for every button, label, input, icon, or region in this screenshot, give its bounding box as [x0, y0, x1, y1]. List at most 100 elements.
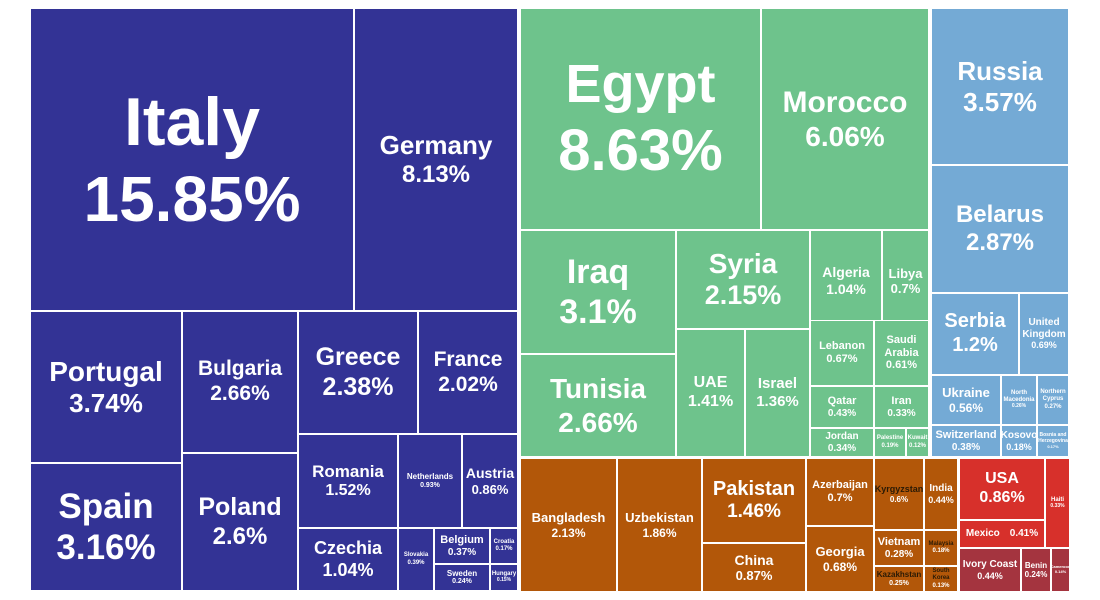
tile-label: Tunisia — [550, 373, 646, 405]
tile-value: 0.26% — [1011, 403, 1027, 410]
tile-serbia: Serbia 1.2% — [931, 293, 1019, 375]
tile-value: 0.28% — [884, 548, 914, 560]
tile-label: Kazakhstan — [876, 570, 922, 580]
tile-label: North Macedonia — [1003, 389, 1035, 404]
tile-value: 0.87% — [735, 568, 773, 584]
tile-label: Bosnia and Herzegovina — [1038, 431, 1068, 444]
tile-romania: Romania 1.52% — [298, 434, 398, 528]
tile-value: 1.46% — [727, 501, 781, 523]
tile-benin: Benin 0.24% — [1021, 548, 1051, 592]
tile-label: Belgium — [440, 533, 484, 546]
tile-value: 0.6% — [889, 494, 909, 504]
tile-value: 0.25% — [889, 579, 909, 587]
tile-label: Malaysia — [928, 540, 954, 547]
tile-value: 0.14% — [1054, 569, 1067, 574]
tile-value: 1.2% — [952, 334, 998, 356]
tile-hungary: Hungary 0.15% — [490, 564, 518, 591]
tile-label: Poland — [198, 493, 282, 522]
tile-value: 6.06% — [805, 121, 885, 153]
tile-label: Portugal — [49, 356, 163, 388]
tile-label: Belarus — [955, 200, 1045, 228]
tile-azerbaijan: Azerbaijan 0.7% — [806, 458, 874, 526]
tile-label: Iran — [891, 394, 912, 407]
tile-china: China 0.87% — [702, 543, 806, 592]
tile-value: 0.56% — [948, 400, 984, 415]
tile-label: France — [433, 347, 503, 371]
tile-iran: Iran 0.33% — [874, 386, 929, 428]
tile-greece: Greece 2.38% — [298, 311, 418, 434]
tile-value: 0.67% — [826, 353, 858, 365]
tile-kazakhstan: Kazakhstan 0.25% — [874, 566, 924, 592]
tile-north-macedonia: North Macedonia 0.26% — [1001, 375, 1037, 425]
tile-label: Slovakia — [403, 552, 429, 559]
tile-value: 0.38% — [951, 441, 981, 453]
tile-value: 0.86% — [979, 489, 1025, 506]
tile-label: Ukraine — [942, 385, 990, 401]
tile-label: Palestine — [876, 435, 904, 442]
tile-label: China — [734, 551, 774, 568]
tile-egypt: Egypt 8.63% — [520, 8, 761, 230]
tile-northern-cyprus: Northern Cyprus 0.27% — [1037, 375, 1069, 425]
tile-value: 0.27% — [1044, 403, 1062, 410]
tile-label: Croatia — [493, 538, 515, 545]
tile-value: 0.61% — [885, 359, 918, 372]
tile-value: 0.18% — [932, 548, 950, 554]
tile-value: 2.15% — [704, 280, 782, 311]
tile-bosnia-and-herzegovina: Bosnia and Herzegovina 0.17% — [1037, 425, 1069, 457]
tile-italy: Italy 15.85% — [30, 8, 354, 311]
tile-label: Egypt — [565, 53, 716, 114]
tile-value: 1.52% — [325, 481, 371, 499]
tile-value: 1.04% — [322, 559, 374, 580]
tile-south-korea: South Korea 0.13% — [924, 566, 958, 592]
tile-india: India 0.44% — [924, 458, 958, 530]
tile-france: France 2.02% — [418, 311, 518, 434]
tile-label: Germany — [379, 130, 493, 160]
tile-value: 0.15% — [496, 577, 512, 584]
tile-value: 3.16% — [56, 528, 156, 567]
tile-label: Serbia — [944, 310, 1006, 333]
tile-label: Jordan — [825, 430, 859, 442]
tile-value: 1.86% — [642, 525, 677, 540]
tile-ivory-coast: Ivory Coast 0.44% — [959, 548, 1021, 592]
tile-label: Mexico — [965, 528, 1000, 540]
tile-value: 8.13% — [401, 160, 471, 188]
tile-malaysia: Malaysia 0.18% — [924, 530, 958, 566]
tile-value: 1.04% — [826, 281, 866, 297]
tile-pakistan: Pakistan 1.46% — [702, 458, 806, 543]
tile-label: Lebanon — [819, 340, 865, 353]
tile-value: 0.41% — [1009, 528, 1039, 540]
tile-value: 2.66% — [210, 382, 270, 405]
tile-value: 0.86% — [471, 481, 509, 497]
tile-label: United Kingdom — [1022, 316, 1066, 340]
tile-label: Pakistan — [712, 477, 796, 500]
tile-value: 2.02% — [438, 372, 498, 396]
tile-label: UAE — [693, 374, 728, 392]
tile-belarus: Belarus 2.87% — [931, 165, 1069, 293]
tile-syria: Syria 2.15% — [676, 230, 810, 329]
tile-value: 0.33% — [1050, 502, 1065, 509]
tile-value: 0.7% — [890, 281, 921, 296]
tile-label: Uzbekistan — [625, 510, 694, 526]
tile-morocco: Morocco 6.06% — [761, 8, 929, 230]
tile-value: 0.24% — [1024, 570, 1048, 579]
tile-value: 2.66% — [558, 406, 638, 438]
tile-iraq: Iraq 3.1% — [520, 230, 676, 354]
tile-value: 2.38% — [322, 372, 394, 401]
tile-value: 0.19% — [881, 442, 899, 449]
tile-czechia: Czechia 1.04% — [298, 528, 398, 591]
tile-value: 0.24% — [452, 578, 472, 586]
tile-value: 0.17% — [495, 546, 513, 552]
tile-label: Haiti — [1050, 496, 1064, 503]
tile-vietnam: Vietnam 0.28% — [874, 530, 924, 566]
tile-label: Austria — [465, 465, 515, 482]
tile-value: 0.33% — [887, 407, 916, 419]
tile-value: 3.74% — [69, 388, 143, 419]
tile-jordan: Jordan 0.34% — [810, 428, 874, 457]
tile-russia: Russia 3.57% — [931, 8, 1069, 165]
tile-value: 0.18% — [1006, 441, 1032, 452]
tile-value: 8.63% — [558, 117, 723, 183]
tile-value: 0.44% — [977, 570, 1003, 581]
tile-israel: Israel 1.36% — [745, 329, 810, 457]
tile-value: 15.85% — [83, 162, 301, 235]
tile-palestine: Palestine 0.19% — [874, 428, 906, 457]
